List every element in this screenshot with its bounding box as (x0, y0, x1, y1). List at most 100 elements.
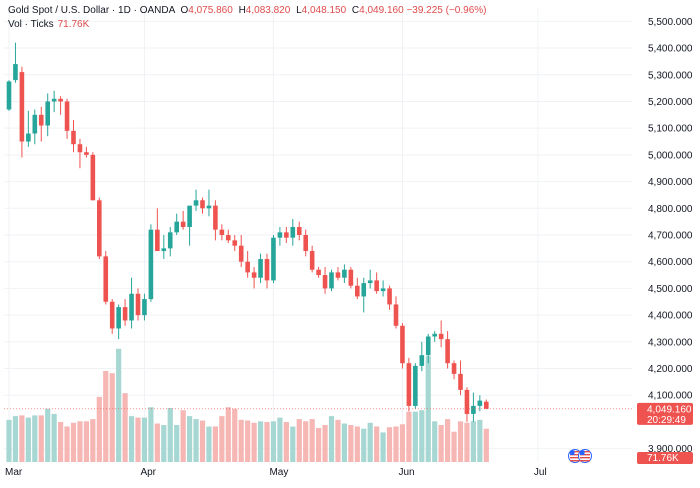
x-tick-label: May (269, 467, 288, 478)
volume-bar (341, 423, 347, 462)
volume-bar (283, 422, 289, 462)
volume-bar (380, 432, 386, 462)
candle-body (64, 101, 70, 131)
x-tick-label: Jun (398, 467, 414, 478)
volume-bar (38, 415, 44, 462)
candle-body (122, 307, 128, 321)
volume-bar (406, 411, 412, 462)
y-tick-label: 4,500.000 (648, 284, 693, 295)
countdown-label: 20:29:49 (647, 415, 686, 426)
volume-bar (19, 415, 25, 462)
volume-bar (51, 413, 57, 462)
y-tick-label: 4,800.000 (648, 204, 693, 215)
candle-body (13, 64, 18, 81)
symbol-title: Gold Spot / U.S. Dollar · 1D · OANDA (8, 5, 175, 16)
open-label: O (180, 5, 189, 16)
last-price-label: 4,049.160 (647, 404, 692, 415)
high-label: H (238, 5, 246, 16)
volume-bar (432, 421, 438, 462)
y-tick-label: 4,400.000 (648, 311, 693, 322)
candle-body (277, 232, 283, 238)
candle-body (445, 339, 450, 364)
candle-body (32, 114, 38, 134)
last-volume-label: 71.76K (647, 453, 679, 464)
volume-bar (483, 428, 489, 462)
candle-body (355, 285, 360, 297)
candle-body (97, 200, 102, 257)
candle-body (329, 272, 334, 289)
volume-bar (225, 407, 231, 462)
volume-bar (477, 419, 483, 462)
volume-bar (45, 408, 51, 462)
volume-badge (637, 452, 693, 464)
volume-bar (6, 419, 12, 462)
volume-bar (141, 417, 148, 462)
candle-body (451, 363, 457, 374)
y-tick-label: 5,400.000 (648, 44, 693, 55)
candle-body (71, 130, 76, 145)
y-tick-label: 4,100.000 (648, 391, 693, 402)
volume-label: Vol · Ticks (8, 19, 54, 30)
candle-body (109, 301, 115, 329)
candle-body (264, 259, 270, 281)
volume-bar (180, 410, 186, 462)
volume-bar (12, 416, 19, 462)
volume-bar (245, 420, 251, 462)
candle-body (219, 229, 225, 235)
y-tick-label: 3,900.000 (648, 444, 693, 455)
volume-bar (264, 422, 270, 462)
candle-body (425, 336, 431, 356)
volume-bar (470, 421, 476, 462)
candle-body (348, 269, 354, 286)
volume-bar (135, 417, 141, 462)
volume-bar (109, 373, 115, 462)
volume-bar (354, 426, 360, 462)
candle-body (187, 205, 192, 227)
candle-body (155, 229, 160, 252)
open-value: 4,075.860 (188, 5, 233, 16)
candle-body (361, 283, 367, 297)
volume-bar (374, 426, 380, 462)
candle-body (284, 232, 289, 238)
high-value: 4,083.820 (245, 5, 291, 16)
volume-bar (419, 410, 425, 462)
volume-bar (438, 425, 444, 462)
candle-body (271, 237, 276, 281)
volume-bar (316, 427, 322, 462)
x-tick-label: Jul (534, 467, 547, 478)
candle-body (226, 235, 231, 241)
low-label: L (296, 5, 302, 16)
candle-body (413, 365, 418, 406)
volume-bar (206, 426, 212, 462)
volume-bar (148, 407, 154, 462)
volume-bar (167, 407, 173, 462)
candle-body (367, 280, 373, 284)
candle-body (193, 200, 199, 206)
candle-body (393, 304, 399, 326)
candle-body (458, 373, 463, 390)
volume-bar (361, 428, 367, 462)
volume-bar (32, 415, 38, 462)
candle-body (26, 133, 31, 142)
volume-bar (393, 426, 399, 462)
candle-body (167, 232, 173, 249)
y-tick-label: 5,300.000 (648, 70, 693, 81)
candle-body (245, 261, 250, 273)
volume-bar (219, 416, 225, 462)
volume-bar (128, 416, 135, 462)
volume-bar (412, 411, 418, 462)
volume-bar (161, 425, 167, 462)
y-tick-label: 4,600.000 (648, 257, 693, 268)
volume-bar (445, 419, 451, 462)
volume-bar (386, 427, 393, 462)
candle-body (438, 333, 444, 340)
volume-bar (90, 419, 96, 462)
candle-body (322, 275, 328, 289)
candle-body (484, 401, 489, 409)
candle-body (174, 221, 179, 233)
y-tick-label: 5,500.000 (648, 17, 693, 28)
volume-bar (335, 419, 341, 462)
candle-body (387, 288, 392, 305)
